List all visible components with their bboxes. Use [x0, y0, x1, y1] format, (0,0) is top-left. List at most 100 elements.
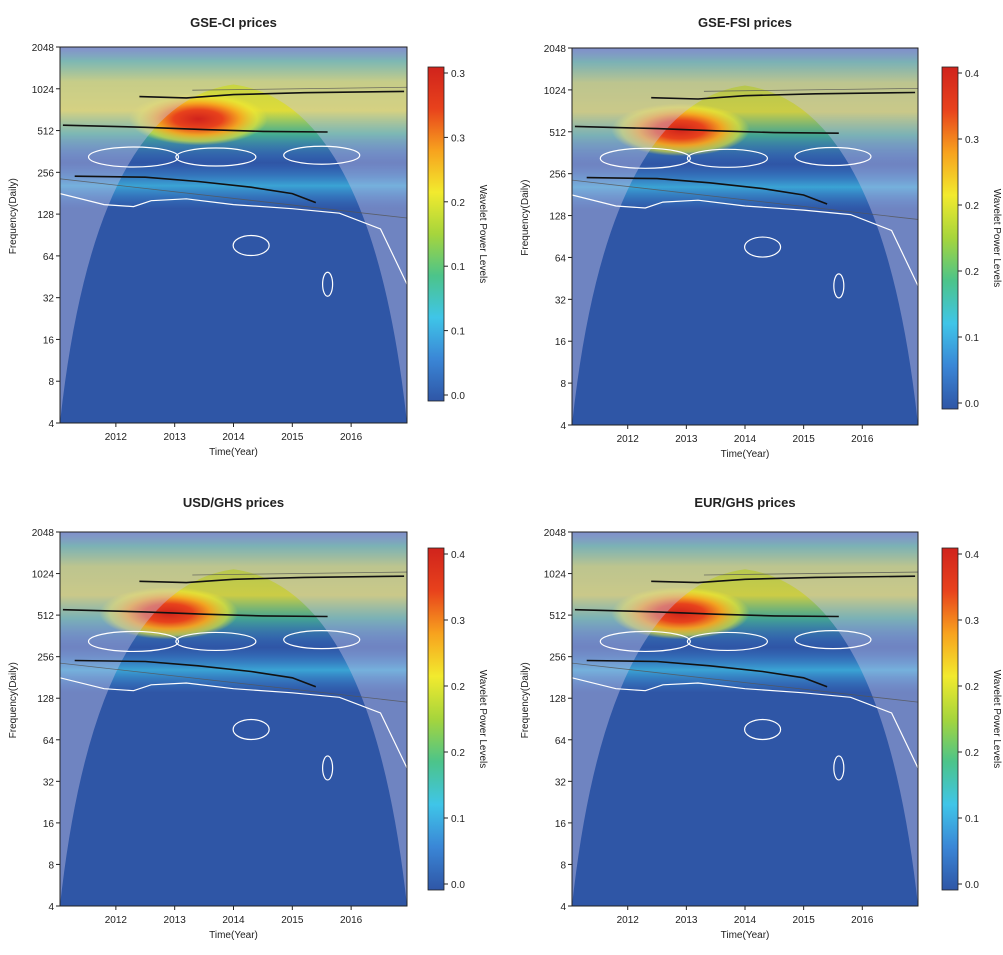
y-axis-label: Frequency(Daily) — [520, 180, 531, 256]
faint-ridge-1 — [60, 662, 407, 703]
x-tick-label: 2016 — [851, 915, 874, 926]
colorbar-tick-label: 0.0 — [451, 391, 465, 402]
y-tick-label: 4 — [48, 419, 54, 430]
x-tick-label: 2013 — [164, 432, 187, 443]
x-tick-label: 2015 — [281, 432, 304, 443]
panel-1: GSE-CI prices 2048 1024 512 256 128 64 32 16 8 4 20… — [8, 15, 488, 458]
colorbar-tick-label: 0.2 — [451, 682, 465, 693]
y-tick-label: 8 — [560, 379, 566, 390]
x-tick-label: 2013 — [675, 434, 698, 445]
significance-contour-4 — [743, 236, 782, 258]
y-tick-label: 1024 — [32, 85, 55, 96]
colorbar-tick-label: 0.1 — [451, 814, 465, 825]
colorbar-tick-label: 0.3 — [451, 69, 465, 80]
y-tick-label: 64 — [555, 736, 567, 747]
y-tick-label: 128 — [37, 694, 54, 705]
panel-4: EUR/GHS prices 2048 1024 512 256 128 64 32 16 8 4 2… — [520, 495, 1002, 941]
y-tick-label: 32 — [43, 777, 55, 788]
y-tick-label: 256 — [549, 653, 566, 664]
colorbar — [427, 66, 445, 402]
x-tick-label: 2016 — [851, 434, 874, 445]
heatmap-area — [572, 532, 918, 906]
cone-of-influence — [60, 47, 407, 423]
significance-contour-5 — [322, 271, 334, 297]
colorbar-tick-label: 0.3 — [965, 135, 979, 146]
y-tick-label: 128 — [549, 212, 566, 223]
y-tick-label: 16 — [555, 819, 567, 830]
x-axis-label: Time(Year) — [721, 449, 770, 460]
y-tick-label: 256 — [37, 653, 54, 664]
y-tick-label: 512 — [549, 611, 566, 622]
significance-contour-3 — [283, 630, 361, 650]
x-axis-label: Time(Year) — [721, 930, 770, 941]
significance-contour-3 — [794, 146, 872, 167]
colorbar — [941, 547, 959, 891]
x-tick-label: 2014 — [734, 915, 757, 926]
faint-ridge-1 — [572, 662, 918, 703]
y-tick-label: 4 — [560, 902, 566, 913]
y-tick-label: 512 — [549, 128, 566, 139]
y-tick-label: 8 — [560, 860, 566, 871]
ridge-line-1 — [651, 575, 916, 584]
chart-title: GSE-FSI prices — [698, 15, 792, 30]
heatmap-area — [572, 48, 918, 425]
significance-contour-4 — [743, 718, 782, 741]
colorbar-tick-label: 0.3 — [965, 616, 979, 627]
x-axis-label: Time(Year) — [209, 930, 258, 941]
x-tick-label: 2015 — [793, 915, 816, 926]
y-tick-label: 128 — [549, 694, 566, 705]
x-tick-label: 2014 — [222, 432, 245, 443]
faint-ridge-2 — [192, 86, 407, 91]
significance-contour-2 — [175, 631, 257, 652]
colorbar-tick-label: 0.1 — [451, 327, 465, 338]
chart-title: USD/GHS prices — [183, 495, 284, 510]
y-tick-label: 32 — [43, 294, 55, 305]
x-tick-label: 2012 — [105, 915, 128, 926]
colorbar-tick-label: 0.1 — [965, 814, 979, 825]
ridge-line-3 — [586, 659, 828, 688]
y-tick-label: 64 — [555, 253, 567, 264]
significance-contour-2 — [175, 147, 257, 167]
ridge-line-1 — [651, 91, 916, 100]
y-tick-label: 1024 — [32, 570, 55, 581]
y-tick-label: 512 — [37, 611, 54, 622]
colorbar-tick-label: 0.0 — [451, 880, 465, 891]
significance-contour-5 — [833, 273, 845, 299]
heatmap-area — [60, 47, 407, 423]
faint-ridge-2 — [703, 87, 918, 92]
panel-3: USD/GHS prices 2048 1024 512 256 128 64 32 16 8 4 2… — [8, 495, 488, 941]
faint-ridge-1 — [60, 178, 407, 219]
colorbar-tick-label: 0.1 — [965, 333, 979, 344]
significance-contour-4 — [232, 718, 270, 741]
significance-contour-1 — [87, 146, 180, 168]
colorbar-label: Wavelet Power Levels — [477, 670, 488, 769]
y-tick-label: 64 — [43, 736, 55, 747]
y-tick-label: 128 — [37, 210, 54, 221]
y-tick-label: 16 — [43, 819, 55, 830]
ridge-line-1 — [139, 90, 405, 99]
y-tick-label: 512 — [37, 127, 54, 138]
significance-contour-lower — [60, 193, 407, 285]
ridge-line-2 — [62, 608, 328, 618]
colorbar-tick-label: 0.2 — [451, 198, 465, 209]
colorbar — [941, 66, 959, 410]
colorbar-tick-label: 0.2 — [965, 682, 979, 693]
y-tick-label: 2048 — [32, 43, 55, 54]
significance-contour-3 — [283, 145, 361, 165]
colorbar-tick-label: 0.4 — [965, 550, 979, 561]
chart-title: EUR/GHS prices — [694, 495, 795, 510]
colorbar-tick-label: 0.3 — [451, 133, 465, 144]
y-tick-label: 8 — [48, 860, 54, 871]
x-axis-label: Time(Year) — [209, 447, 258, 458]
colorbar-tick-label: 0.2 — [965, 267, 979, 278]
x-tick-label: 2016 — [340, 915, 363, 926]
x-tick-label: 2012 — [617, 434, 640, 445]
chart-title: GSE-CI prices — [190, 15, 277, 30]
x-tick-label: 2015 — [281, 915, 304, 926]
faint-ridge-2 — [192, 571, 407, 576]
colorbar-tick-label: 0.2 — [965, 201, 979, 212]
colorbar — [427, 547, 445, 891]
x-tick-label: 2016 — [340, 432, 363, 443]
